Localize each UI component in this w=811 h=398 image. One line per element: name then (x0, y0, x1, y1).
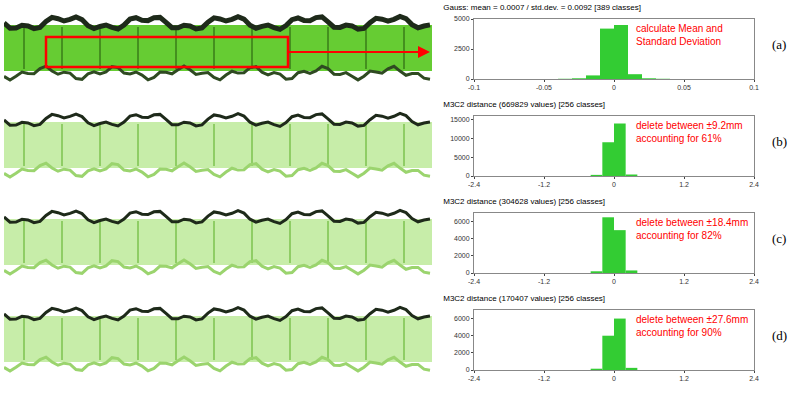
svg-text:0: 0 (466, 172, 470, 179)
html-text:(b): (b) (772, 134, 788, 149)
svg-text:4000: 4000 (454, 235, 470, 242)
svg-text:M3C2 distance (669829 values): M3C2 distance (669829 values) [256 class… (443, 100, 605, 109)
svg-text:1.2: 1.2 (679, 181, 689, 188)
svg-text:-0.05: -0.05 (536, 84, 552, 91)
svg-text:5000: 5000 (454, 154, 470, 161)
html-text:(a): (a) (772, 37, 787, 52)
svg-text:0: 0 (612, 375, 616, 382)
svg-text:-1.2: -1.2 (538, 375, 550, 382)
html-text:(d): (d) (772, 328, 788, 343)
svg-text:delete between ±9.2mmaccountin: delete between ±9.2mmaccounting for 61% (636, 120, 743, 144)
svg-text:-2.4: -2.4 (468, 278, 480, 285)
svg-text:2.4: 2.4 (749, 181, 759, 188)
svg-text:0: 0 (612, 181, 616, 188)
svg-text:0.1: 0.1 (749, 84, 759, 91)
svg-text:2500: 2500 (454, 45, 470, 52)
svg-text:2000: 2000 (454, 349, 470, 356)
svg-text:5000: 5000 (454, 15, 470, 22)
svg-text:calculate Mean andStandard Dev: calculate Mean andStandard Deviation (636, 23, 723, 47)
svg-text:-0.1: -0.1 (468, 84, 480, 91)
svg-text:15000: 15000 (450, 116, 470, 123)
svg-text:0: 0 (612, 278, 616, 285)
svg-text:6000: 6000 (454, 315, 470, 322)
svg-text:0.05: 0.05 (677, 84, 691, 91)
svg-text:-2.4: -2.4 (468, 181, 480, 188)
svg-text:-1.2: -1.2 (538, 278, 550, 285)
svg-text:2.4: 2.4 (749, 375, 759, 382)
html-text:(c): (c) (772, 231, 787, 246)
svg-text:0: 0 (466, 269, 470, 276)
svg-text:2000: 2000 (454, 252, 470, 259)
svg-text:-2.4: -2.4 (468, 375, 480, 382)
svg-text:1.2: 1.2 (679, 278, 689, 285)
svg-text:0: 0 (612, 84, 616, 91)
svg-text:1.2: 1.2 (679, 375, 689, 382)
svg-text:10000: 10000 (450, 135, 470, 142)
svg-text:2.4: 2.4 (749, 278, 759, 285)
svg-text:-1.2: -1.2 (538, 181, 550, 188)
svg-text:6000: 6000 (454, 218, 470, 225)
svg-text:delete between ±18.4mmaccounti: delete between ±18.4mmaccounting for 82% (636, 217, 748, 241)
svg-text:M3C2 distance (304628 values): M3C2 distance (304628 values) [256 class… (443, 197, 605, 206)
svg-text:0: 0 (466, 75, 470, 82)
svg-text:M3C2 distance (170407 values): M3C2 distance (170407 values) [256 class… (443, 294, 605, 303)
svg-text:0: 0 (466, 366, 470, 373)
svg-text:delete between ±27.6mmaccounti: delete between ±27.6mmaccounting for 90% (636, 314, 748, 338)
svg-text:Gauss: mean = 0.0007 / std.dev: Gauss: mean = 0.0007 / std.dev. = 0.0092… (443, 3, 641, 12)
svg-text:4000: 4000 (454, 332, 470, 339)
